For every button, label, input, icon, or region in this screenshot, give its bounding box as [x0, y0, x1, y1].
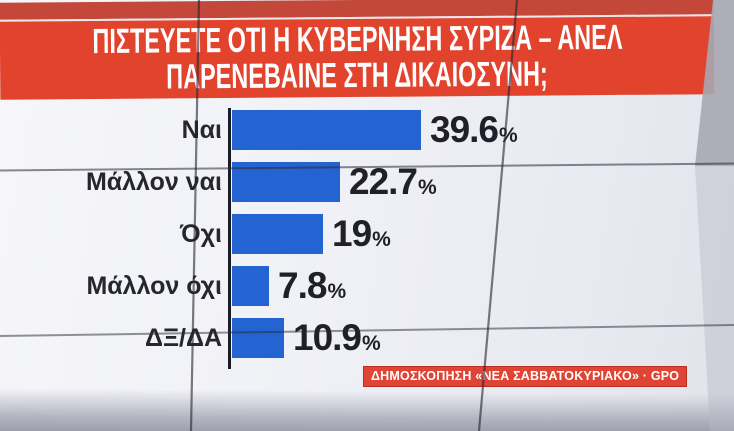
category-label: Όχι — [180, 220, 222, 248]
percent-sign: % — [327, 280, 347, 303]
value-label: 39.6% — [430, 108, 518, 152]
value-number: 19 — [332, 213, 372, 254]
source-badge-label: ΔΗΜΟΣΚΟΠΗΣΗ «ΝΕΑ ΣΑΒΒΑΤΟΚΥΡΙΑΚΟ» · GPO — [371, 369, 680, 383]
value-label: 22.7% — [349, 160, 437, 204]
value-number: 7.8 — [278, 265, 327, 306]
percent-sign: % — [362, 332, 381, 355]
bar-row: ΔΞ/ΔΑ 10.9% — [0, 316, 734, 360]
value-number: 39.6 — [430, 109, 499, 150]
percent-sign: % — [372, 228, 391, 251]
bar — [232, 266, 269, 306]
value-label: 7.8% — [278, 264, 346, 308]
category-label: Μάλλον όχι — [86, 272, 222, 300]
value-number: 22.7 — [349, 161, 418, 202]
chart-axis-line — [228, 108, 231, 369]
bar-row: Μάλλον όχι 7.8% — [0, 264, 734, 308]
percent-sign: % — [499, 124, 518, 147]
bar-row: Μάλλον ναι 22.7% — [0, 160, 734, 204]
value-number: 10.9 — [293, 317, 362, 358]
bar-row: Όχι 19% — [0, 212, 734, 256]
category-label: ΔΞ/ΔΑ — [144, 324, 222, 352]
category-label: Μάλλον ναι — [85, 168, 222, 196]
source-badge: ΔΗΜΟΣΚΟΠΗΣΗ «ΝΕΑ ΣΑΒΒΑΤΟΚΥΡΙΑΚΟ» · GPO — [363, 366, 688, 387]
bar — [232, 110, 421, 150]
percent-sign: % — [418, 176, 437, 199]
bar-row: Ναι 39.6% — [0, 108, 734, 152]
bar — [232, 318, 284, 358]
bar — [232, 214, 323, 254]
bar — [232, 162, 340, 202]
value-label: 10.9% — [293, 316, 381, 360]
value-label: 19% — [332, 212, 391, 256]
category-label: Ναι — [181, 116, 222, 144]
